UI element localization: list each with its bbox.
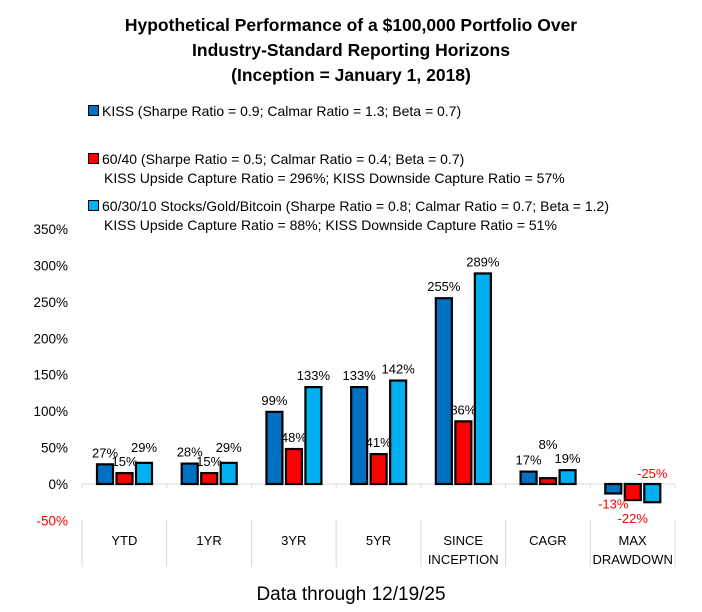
data-label: 27% [92, 445, 118, 460]
y-tick-label: 50% [41, 441, 68, 456]
legend-sub-label: KISS Upside Capture Ratio = 296%; KISS D… [104, 170, 565, 186]
category-label: INCEPTION [428, 552, 499, 567]
data-label: 99% [261, 393, 287, 408]
title-line-1: Hypothetical Performance of a $100,000 P… [124, 15, 578, 35]
data-label: 28% [177, 445, 203, 460]
category-label: YTD [111, 533, 137, 548]
data-label: 142% [382, 362, 416, 377]
data-label: 17% [516, 453, 542, 468]
data-label: 86% [450, 402, 476, 417]
legend-swatch-60-30-10 [88, 200, 99, 211]
legend-label: 60/30/10 Stocks/Gold/Bitcoin (Sharpe Rat… [102, 198, 610, 214]
bar [265, 410, 284, 486]
data-label: 41% [366, 435, 392, 450]
bar [350, 386, 369, 486]
legend-swatch-kiss [88, 105, 99, 116]
legend-swatch-60-40 [88, 153, 99, 164]
data-label: 29% [216, 440, 242, 455]
y-tick-label: 100% [33, 404, 68, 419]
data-label: 8% [539, 437, 558, 452]
data-label: 133% [297, 368, 331, 383]
y-tick-label: -50% [36, 513, 68, 528]
category-label: SINCE [443, 533, 483, 548]
y-tick-label: 200% [33, 331, 68, 346]
data-label: -22% [618, 511, 649, 526]
bar [95, 463, 115, 486]
bar [200, 471, 219, 486]
bar [304, 386, 323, 486]
category-label: 3YR [281, 533, 306, 548]
bar [643, 482, 662, 504]
category-label: DRAWDOWN [592, 552, 672, 567]
legend-sub-label: KISS Upside Capture Ratio = 88%; KISS Do… [104, 217, 557, 233]
y-tick-label: 300% [33, 258, 68, 273]
bar [284, 447, 304, 486]
legend-item-kiss: KISS (Sharpe Ratio = 0.9; Calmar Ratio =… [88, 102, 461, 121]
bar [134, 461, 154, 486]
category-label: CAGR [529, 533, 567, 548]
data-label: -13% [598, 496, 629, 511]
y-tick-label: 150% [33, 368, 68, 383]
legend-label: 60/40 (Sharpe Ratio = 0.5; Calmar Ratio … [102, 151, 465, 167]
bar [219, 461, 238, 486]
legend-label: KISS (Sharpe Ratio = 0.9; Calmar Ratio =… [102, 103, 462, 119]
data-label: -25% [637, 466, 668, 481]
y-tick-label: 0% [48, 477, 68, 492]
data-label: 19% [555, 451, 581, 466]
footer-note: Data through 12/19/25 [256, 584, 446, 605]
data-label: 15% [196, 454, 222, 469]
category-label: MAX [619, 533, 648, 548]
legend-item-60-40: 60/40 (Sharpe Ratio = 0.5; Calmar Ratio … [88, 150, 565, 188]
chart-title: Hypothetical Performance of a $100,000 P… [0, 13, 702, 88]
bar [369, 453, 388, 486]
data-label: 15% [111, 454, 137, 469]
data-label: 48% [281, 430, 307, 445]
data-label: 289% [466, 254, 500, 269]
bar [473, 272, 492, 486]
title-line-2: Industry-Standard Reporting Horizons [192, 40, 510, 60]
data-label: 133% [343, 368, 377, 383]
y-tick-label: 350% [33, 222, 68, 237]
bar [454, 420, 473, 486]
data-label: 29% [131, 440, 157, 455]
legend-item-60-30-10: 60/30/10 Stocks/Gold/Bitcoin (Sharpe Rat… [88, 197, 609, 235]
bar [538, 477, 558, 486]
bar [519, 470, 538, 486]
bar [180, 462, 199, 486]
bar [115, 471, 134, 486]
bar [623, 482, 642, 502]
title-line-3: (Inception = January 1, 2018) [231, 65, 471, 85]
category-label: 5YR [366, 533, 391, 548]
y-tick-label: 250% [33, 295, 68, 310]
bar [434, 297, 453, 486]
bar [604, 482, 623, 495]
bar [389, 379, 408, 486]
bar [558, 469, 577, 486]
category-label: 1YR [196, 533, 221, 548]
data-label: 255% [427, 279, 461, 294]
